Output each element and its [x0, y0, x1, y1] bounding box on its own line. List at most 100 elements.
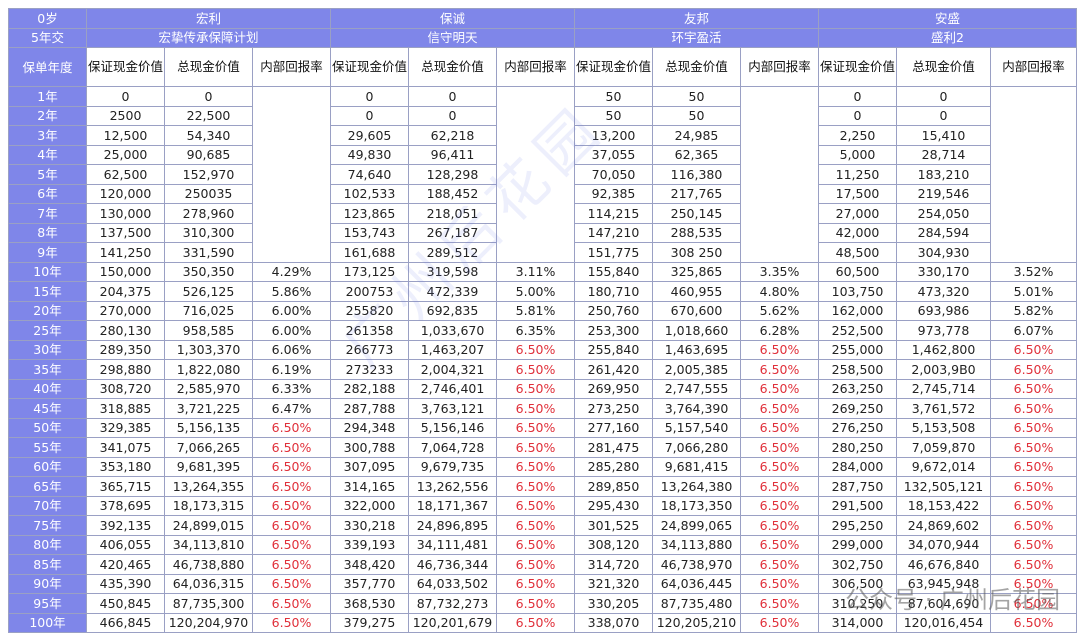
value-cell: 49,830 — [330, 144, 409, 165]
irr-cell: 6.50% — [740, 495, 819, 516]
value-cell: 330,218 — [330, 515, 409, 536]
value-cell: 9,681,395 — [164, 456, 253, 477]
policy-year-cell: 60年 — [8, 456, 87, 477]
value-cell: 2,585,970 — [164, 378, 253, 399]
irr-cell: 6.33% — [252, 378, 331, 399]
column-header: 保证现金价值 — [818, 47, 897, 87]
value-cell: 329,385 — [86, 417, 165, 438]
value-cell: 5,157,540 — [652, 417, 741, 438]
value-cell: 24,869,602 — [896, 515, 991, 536]
value-cell: 24,985 — [652, 125, 741, 146]
value-cell: 2,745,714 — [896, 378, 991, 399]
value-cell: 276,250 — [818, 417, 897, 438]
product-name: 盛利2 — [818, 27, 1077, 48]
table-row: 80年 406,055 34,113,810 6.50% 339,193 34,111,4… — [8, 534, 1077, 555]
value-cell: 62,218 — [408, 125, 497, 146]
irr-cell: 6.50% — [740, 573, 819, 594]
table-row: 40年 308,720 2,585,970 6.33% 282,188 2,746,401… — [8, 378, 1077, 399]
value-cell: 3,721,225 — [164, 398, 253, 419]
table-body: 1年 0 0 0 0 50 50 0 0 2年 2500 22,500 0 0 50 50 0 0 3年 12,500… — [8, 86, 1077, 633]
value-cell: 308,720 — [86, 378, 165, 399]
value-cell: 18,173,350 — [652, 495, 741, 516]
policy-year-cell: 15年 — [8, 281, 87, 302]
value-cell: 302,750 — [818, 554, 897, 575]
value-cell: 34,111,481 — [408, 534, 497, 555]
irr-cell: 6.47% — [252, 398, 331, 419]
column-header: 内部回报率 — [252, 47, 331, 87]
value-cell: 9,672,014 — [896, 456, 991, 477]
value-cell: 250,760 — [574, 300, 653, 321]
irr-cell: 6.50% — [496, 612, 575, 633]
value-cell: 472,339 — [408, 281, 497, 302]
irr-cell: 5.62% — [740, 300, 819, 321]
table-row: 100年 466,845 120,204,970 6.50% 379,275 120,20… — [8, 612, 1077, 633]
irr-cell: 6.07% — [990, 320, 1077, 341]
value-cell: 280,130 — [86, 320, 165, 341]
irr-cell: 5.82% — [990, 300, 1077, 321]
value-cell: 2500 — [86, 105, 165, 126]
value-cell: 161,688 — [330, 242, 409, 263]
value-cell: 0 — [330, 105, 409, 126]
value-cell: 162,000 — [818, 300, 897, 321]
value-cell: 141,250 — [86, 242, 165, 263]
value-cell: 322,000 — [330, 495, 409, 516]
value-cell: 155,840 — [574, 261, 653, 282]
value-cell: 973,778 — [896, 320, 991, 341]
table-row: 30年 289,350 1,303,370 6.06% 266773 1,463,207 6… — [8, 339, 1077, 360]
value-cell: 137,500 — [86, 222, 165, 243]
value-cell: 314,165 — [330, 476, 409, 497]
value-cell: 2,004,321 — [408, 359, 497, 380]
value-cell: 330,170 — [896, 261, 991, 282]
value-cell: 1,462,800 — [896, 339, 991, 360]
irr-cell: 6.50% — [252, 476, 331, 497]
value-cell: 0 — [86, 86, 165, 107]
value-cell: 308 250 — [652, 242, 741, 263]
value-cell: 0 — [818, 86, 897, 107]
value-cell: 473,320 — [896, 281, 991, 302]
column-header: 总现金价值 — [652, 47, 741, 87]
value-cell: 218,051 — [408, 203, 497, 224]
table-row: 8年 137,500 310,300 153,743 267,187 147,210 288… — [8, 222, 1077, 243]
irr-cell: 6.50% — [990, 495, 1077, 516]
value-cell: 24,896,895 — [408, 515, 497, 536]
value-cell: 64,033,502 — [408, 573, 497, 594]
irr-cell: 6.50% — [252, 495, 331, 516]
value-cell: 62,500 — [86, 164, 165, 185]
policy-year-cell: 6年 — [8, 183, 87, 204]
company-name: 保诚 — [330, 8, 575, 29]
table-row: 1年 0 0 0 0 50 50 0 0 — [8, 86, 1077, 263]
value-cell: 7,066,265 — [164, 437, 253, 458]
value-cell: 147,210 — [574, 222, 653, 243]
table-row: 45年 318,885 3,721,225 6.47% 287,788 3,763,121… — [8, 398, 1077, 419]
irr-cell: 6.50% — [496, 359, 575, 380]
value-cell: 183,210 — [896, 164, 991, 185]
policy-year-cell: 1年 — [8, 86, 87, 107]
table-row: 25年 280,130 958,585 6.00% 261358 1,033,670 6.3… — [8, 320, 1077, 341]
value-cell: 255,840 — [574, 339, 653, 360]
table-row: 60年 353,180 9,681,395 6.50% 307,095 9,679,735… — [8, 456, 1077, 477]
irr-cell: 6.50% — [990, 476, 1077, 497]
value-cell: 277,160 — [574, 417, 653, 438]
irr-cell: 6.50% — [990, 534, 1077, 555]
value-cell: 3,764,390 — [652, 398, 741, 419]
irr-cell: 6.50% — [740, 476, 819, 497]
value-cell: 958,585 — [164, 320, 253, 341]
irr-cell: 6.50% — [252, 417, 331, 438]
value-cell: 288,535 — [652, 222, 741, 243]
policy-year-cell: 8年 — [8, 222, 87, 243]
table-row: 6年 120,000 250035 102,533 188,452 92,385 217,7… — [8, 183, 1077, 204]
value-cell: 341,075 — [86, 437, 165, 458]
value-cell: 0 — [896, 105, 991, 126]
value-cell: 9,679,735 — [408, 456, 497, 477]
value-cell: 90,685 — [164, 144, 253, 165]
comparison-table: 0岁 宏利 保诚 友邦 安盛 5年交 宏挚传承保障计划 信守明天 环宇盈活 盛利… — [8, 8, 1077, 633]
value-cell: 261,420 — [574, 359, 653, 380]
value-cell: 63,945,948 — [896, 573, 991, 594]
value-cell: 27,000 — [818, 203, 897, 224]
value-cell: 7,064,728 — [408, 437, 497, 458]
value-cell: 368,530 — [330, 593, 409, 614]
irr-cell: 6.50% — [496, 456, 575, 477]
value-cell: 5,156,135 — [164, 417, 253, 438]
value-cell: 3,761,572 — [896, 398, 991, 419]
value-cell: 291,500 — [818, 495, 897, 516]
